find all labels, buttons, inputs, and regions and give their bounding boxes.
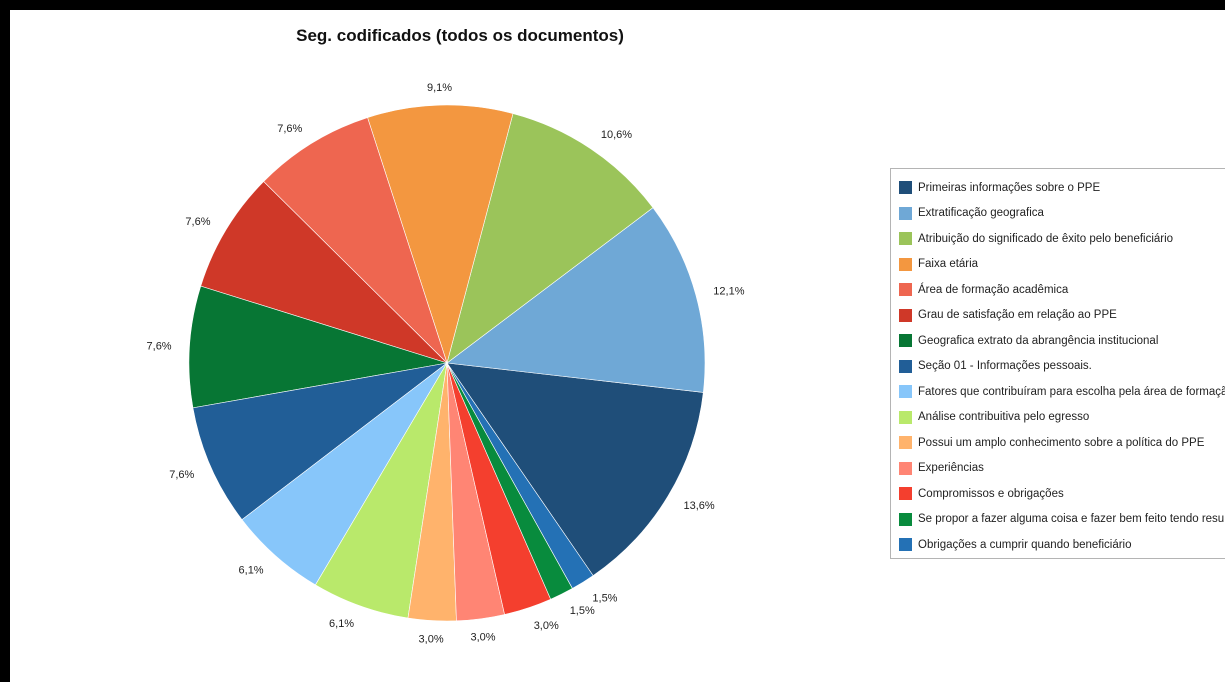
legend-label: Grau de satisfação em relação ao PPE: [918, 309, 1117, 321]
slice-label: 1,5%: [592, 593, 617, 605]
legend-label: Atribuição do significado de êxito pelo …: [918, 233, 1173, 245]
legend-label: Experiências: [918, 462, 984, 474]
legend-swatch: [899, 258, 912, 271]
legend-swatch: [899, 436, 912, 449]
legend-item: Primeiras informações sobre o PPE: [899, 175, 1225, 201]
legend-label: Compromissos e obrigações: [918, 488, 1064, 500]
legend-label: Geografica extrato da abrangência instit…: [918, 335, 1158, 347]
legend-swatch: [899, 411, 912, 424]
pie-chart: 13,6% 12,1% 10,6% 9,1% 7,6% 7,6% 7,6% 7,6% 6,1% 6…: [10, 10, 890, 682]
slice-label: 7,6%: [185, 216, 210, 228]
legend-label: Área de formação acadêmica: [918, 284, 1068, 296]
slice-label: 7,6%: [169, 469, 194, 481]
legend-label: Seção 01 - Informações pessoais.: [918, 360, 1092, 372]
legend-item: Obrigações a cumprir quando beneficiário: [899, 532, 1225, 558]
legend-label: Faixa etária: [918, 258, 978, 270]
legend-label: Análise contribuitiva pelo egresso: [918, 411, 1089, 423]
slice-label: 6,1%: [329, 618, 354, 630]
legend-label: Possui um amplo conhecimento sobre a pol…: [918, 437, 1204, 449]
legend-item: Possui um amplo conhecimento sobre a pol…: [899, 430, 1225, 456]
legend: Primeiras informações sobre o PPE Extrati…: [890, 168, 1225, 559]
legend-label: Primeiras informações sobre o PPE: [918, 182, 1100, 194]
slice-label: 13,6%: [684, 500, 715, 512]
slice-label: 7,6%: [277, 123, 302, 135]
legend-label: Se propor a fazer alguma coisa e fazer b…: [918, 513, 1225, 525]
legend-item: Atribuição do significado de êxito pelo …: [899, 226, 1225, 252]
slice-label: 1,5%: [570, 605, 595, 617]
slice-label: 12,1%: [713, 285, 744, 297]
legend-swatch: [899, 283, 912, 296]
legend-swatch: [899, 513, 912, 526]
slice-label: 9,1%: [427, 82, 452, 94]
legend-item: Seção 01 - Informações pessoais.: [899, 354, 1225, 380]
chart-frame: Seg. codificados (todos os documentos) 1…: [10, 10, 1225, 682]
slice-label: 7,6%: [147, 340, 172, 352]
legend-item: Área de formação acadêmica: [899, 277, 1225, 303]
legend-swatch: [899, 181, 912, 194]
legend-item: Grau de satisfação em relação ao PPE: [899, 303, 1225, 329]
legend-item: Geografica extrato da abrangência instit…: [899, 328, 1225, 354]
legend-item: Experiências: [899, 456, 1225, 482]
legend-swatch: [899, 334, 912, 347]
legend-swatch: [899, 385, 912, 398]
legend-swatch: [899, 309, 912, 322]
legend-item: Extratificação geografica: [899, 201, 1225, 227]
slice-label: 3,0%: [470, 632, 495, 644]
legend-swatch: [899, 462, 912, 475]
legend-swatch: [899, 360, 912, 373]
legend-label: Obrigações a cumprir quando beneficiário: [918, 539, 1132, 551]
legend-swatch: [899, 538, 912, 551]
legend-swatch: [899, 232, 912, 245]
slice-label: 3,0%: [419, 634, 444, 646]
legend-item: Fatores que contribuíram para escolha pe…: [899, 379, 1225, 405]
legend-item: Faixa etária: [899, 252, 1225, 278]
legend-item: Análise contribuitiva pelo egresso: [899, 405, 1225, 431]
slice-label: 10,6%: [601, 129, 632, 141]
legend-label: Extratificação geografica: [918, 207, 1044, 219]
legend-swatch: [899, 207, 912, 220]
legend-item: Compromissos e obrigações: [899, 481, 1225, 507]
legend-item: Se propor a fazer alguma coisa e fazer b…: [899, 507, 1225, 533]
slice-label: 3,0%: [534, 620, 559, 632]
slice-label: 6,1%: [239, 564, 264, 576]
legend-swatch: [899, 487, 912, 500]
legend-label: Fatores que contribuíram para escolha pe…: [918, 386, 1225, 398]
